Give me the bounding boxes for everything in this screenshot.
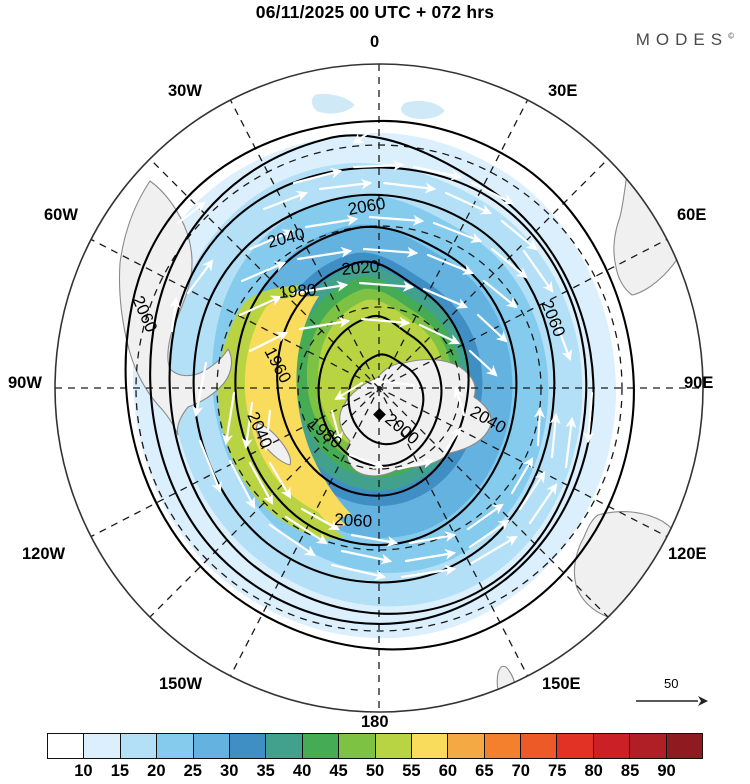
colorbar-tick-45: 45 [329,762,348,780]
colorbar-cell-11 [448,734,485,758]
colorbar-cell-9 [375,734,412,758]
colorbar-tick-30: 30 [220,762,239,780]
lon-label-180: 180 [361,713,389,731]
colorbar-cell-14 [557,734,594,758]
polar-map-container: 2060 2040 2020 1980 1960 2060 2040 1980 … [0,30,750,731]
pole-marker [373,408,386,421]
colorbar-ticks: 10 15 20 25 30 35 40 45 50 55 60 65 70 75 80 85 90 [47,762,703,784]
colorbar-cell-15 [593,734,631,758]
map-boundary-circle [54,63,704,713]
colorbar-cell-8 [339,734,376,758]
colorbar-tick-75: 75 [548,762,567,780]
modes-logo: MODES© [636,30,734,50]
colorbar-tick-10: 10 [74,762,93,780]
colorbar-tick-70: 70 [511,762,530,780]
colorbar-tick-90: 90 [657,762,676,780]
colorbar-tick-60: 60 [438,762,458,780]
lon-label-60w: 60W [44,206,78,224]
colorbar-cell-6 [266,734,303,758]
colorbar-tick-85: 85 [620,762,640,780]
colorbar-tick-55: 55 [402,762,421,780]
colorbar-cell-0 [48,734,85,758]
lon-label-0: 0 [370,33,380,51]
lon-label-90w: 90W [8,374,42,392]
colorbar-cell-1 [84,734,121,758]
colorbar-tick-50: 50 [365,762,385,780]
colorbar-cell-10 [411,734,449,758]
colorbar-cell-3 [157,734,194,758]
copyright-mark: © [728,31,734,41]
polar-stereographic-map: 2060 2040 2020 1980 1960 2060 2040 1980 … [54,63,704,713]
lon-label-120w: 120W [22,545,66,563]
brand-name: MODES [635,30,729,49]
vector-reference: 50 [636,676,736,716]
lon-label-150e: 150E [542,675,581,693]
colorbar-container: 10 15 20 25 30 35 40 45 50 55 60 65 70 75 80 85 90 [0,724,750,782]
colorbar-tick-15: 15 [110,762,130,780]
colorbar-cell-7 [302,734,340,758]
colorbar-tick-65: 65 [475,762,494,780]
contour-label: 2020 [341,257,380,279]
lon-label-30e: 30E [548,82,578,100]
colorbar-cell-5 [229,734,267,758]
wind-vectors [169,127,595,581]
height-contours [124,119,635,651]
page-title: 06/11/2025 00 UTC + 072 hrs [255,2,495,22]
colorbar [47,733,703,759]
colorbar-tick-40: 40 [292,762,312,780]
contour-label: 2060 [334,510,373,531]
colorbar-tick-80: 80 [584,762,603,780]
lon-label-120e: 120E [668,545,707,563]
colorbar-cell-2 [120,734,158,758]
colorbar-cell-4 [193,734,230,758]
lon-label-60e: 60E [677,206,707,224]
vector-reference-label: 50 [664,676,679,691]
colorbar-tick-20: 20 [147,762,166,780]
lon-label-90e: 90E [684,374,714,392]
contour-label: 1980 [278,280,317,302]
colorbar-cell-13 [521,734,558,758]
lon-label-150w: 150W [159,675,203,693]
vector-reference-arrow [636,696,708,706]
colorbar-cell-12 [484,734,522,758]
colorbar-cell-17 [666,734,703,758]
graticule [55,64,703,712]
colorbar-tick-35: 35 [256,762,275,780]
lon-label-30w: 30W [168,82,202,100]
colorbar-tick-25: 25 [183,762,202,780]
colorbar-cell-16 [630,734,667,758]
